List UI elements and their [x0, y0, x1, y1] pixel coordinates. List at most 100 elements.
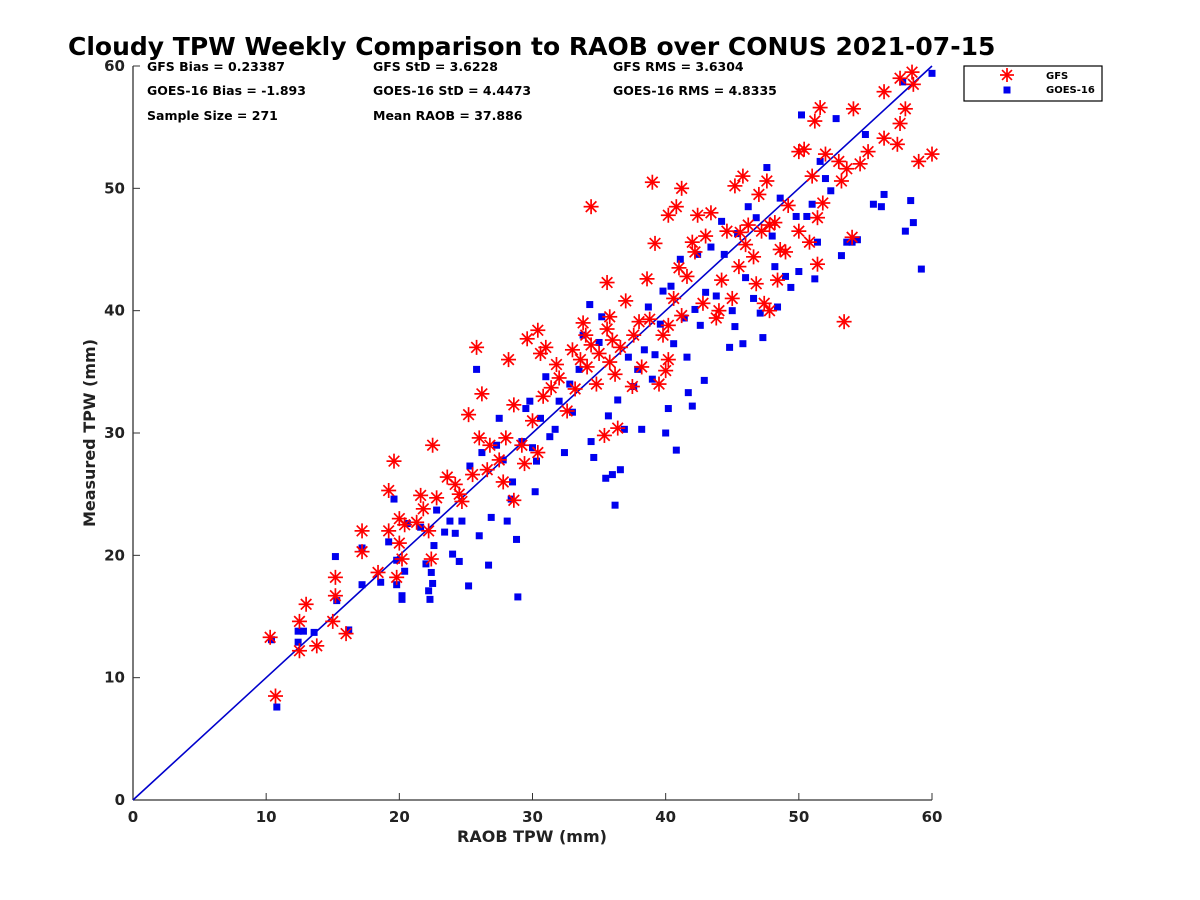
- goes16-point: [398, 595, 406, 603]
- goes16-point: [455, 557, 463, 565]
- goes16-point: [465, 582, 473, 590]
- x-tick-label: 60: [922, 808, 943, 826]
- goes16-point: [707, 243, 715, 251]
- gfs-point: [833, 173, 849, 189]
- gfs-point: [298, 596, 314, 612]
- goes16-point: [667, 282, 675, 290]
- gfs-point: [501, 352, 517, 368]
- gfs-point: [801, 234, 817, 250]
- gfs-point: [892, 70, 908, 86]
- gfs-point: [703, 205, 719, 221]
- y-tick-label: 10: [104, 669, 125, 687]
- goes16-point: [522, 405, 530, 413]
- gfs-point: [583, 199, 599, 215]
- gfs-point: [474, 386, 490, 402]
- goes16-point: [401, 567, 409, 575]
- gfs-point: [519, 331, 535, 347]
- goes16-point: [433, 506, 441, 514]
- gfs-point: [791, 223, 807, 239]
- gfs-point: [642, 311, 658, 327]
- gfs-point: [591, 345, 607, 361]
- goes16-point: [728, 307, 736, 315]
- gfs-point: [482, 437, 498, 453]
- gfs-point: [651, 376, 667, 392]
- gfs-point: [491, 452, 507, 468]
- gfs-point: [738, 237, 754, 253]
- goes16-point: [509, 478, 517, 486]
- goes16-point: [659, 287, 667, 295]
- gfs-point: [674, 308, 690, 324]
- gfs-point: [804, 168, 820, 184]
- gfs-point: [338, 626, 354, 642]
- goes16-point: [331, 553, 339, 561]
- gfs-point: [778, 244, 794, 260]
- gfs-point: [530, 322, 546, 338]
- gfs-point: [666, 290, 682, 306]
- gfs-point: [684, 234, 700, 250]
- gfs-point: [610, 420, 626, 436]
- goes16-point: [560, 449, 568, 457]
- goes16-point: [691, 305, 699, 313]
- gfs-point: [624, 379, 640, 395]
- gfs-point: [354, 544, 370, 560]
- gfs-point: [551, 370, 567, 386]
- goes16-point: [604, 412, 612, 420]
- goes16-point: [644, 303, 652, 311]
- goes16-point: [446, 517, 454, 525]
- x-tick-label: 50: [788, 808, 809, 826]
- goes16-point: [684, 389, 692, 397]
- gfs-point: [751, 186, 767, 202]
- gfs-point: [631, 314, 647, 330]
- gfs-point: [579, 359, 595, 375]
- gfs-point: [495, 474, 511, 490]
- goes16-point: [536, 414, 544, 422]
- goes16-point: [787, 283, 795, 291]
- goes16-point: [575, 365, 583, 373]
- goes16-point: [449, 550, 457, 558]
- goes16-point: [759, 334, 767, 342]
- gfs-point: [852, 156, 868, 172]
- goes16-point: [587, 438, 595, 446]
- gfs-point: [325, 613, 341, 629]
- gfs-point: [674, 180, 690, 196]
- gfs-point: [740, 217, 756, 233]
- goes16-point: [638, 425, 646, 433]
- gfs-point: [690, 207, 706, 223]
- gfs-point: [429, 490, 445, 506]
- goes16-point: [513, 535, 521, 543]
- y-tick-label: 30: [104, 424, 125, 442]
- goes16-point: [832, 115, 840, 123]
- goes16-point: [752, 214, 760, 222]
- goes16-point: [441, 528, 449, 536]
- goes16-point: [869, 200, 877, 208]
- goes16-point: [750, 294, 758, 302]
- gfs-point: [506, 492, 522, 508]
- gfs-point: [538, 339, 554, 355]
- goes16-point: [616, 466, 624, 474]
- goes16-point: [551, 425, 559, 433]
- goes16-point: [507, 495, 515, 503]
- gfs-point: [498, 430, 514, 446]
- gfs-point: [525, 413, 540, 429]
- gfs-point: [845, 101, 861, 117]
- gfs-point: [409, 514, 425, 530]
- goes16-point: [390, 495, 398, 503]
- goes16-point: [670, 340, 678, 348]
- goes16-point: [837, 252, 845, 260]
- goes16-point: [774, 303, 782, 311]
- y-tick-label: 50: [104, 179, 125, 197]
- gfs-point: [596, 427, 612, 443]
- goes16-point: [662, 429, 670, 437]
- goes16-point: [299, 627, 307, 635]
- legend-goes-label: GOES-16: [1046, 85, 1095, 96]
- gfs-point: [559, 403, 575, 419]
- gfs-point: [924, 146, 940, 162]
- goes16-point: [398, 592, 406, 600]
- gfs-point: [514, 437, 530, 453]
- goes16-point: [763, 164, 771, 172]
- axis-ticks: 0 10 20 30 40 50 60 0 10 20 30 40 50 60: [104, 57, 942, 826]
- gfs-point: [687, 244, 703, 260]
- goes16-point: [795, 268, 803, 276]
- goes16-point: [803, 212, 811, 220]
- gfs-point: [759, 173, 775, 189]
